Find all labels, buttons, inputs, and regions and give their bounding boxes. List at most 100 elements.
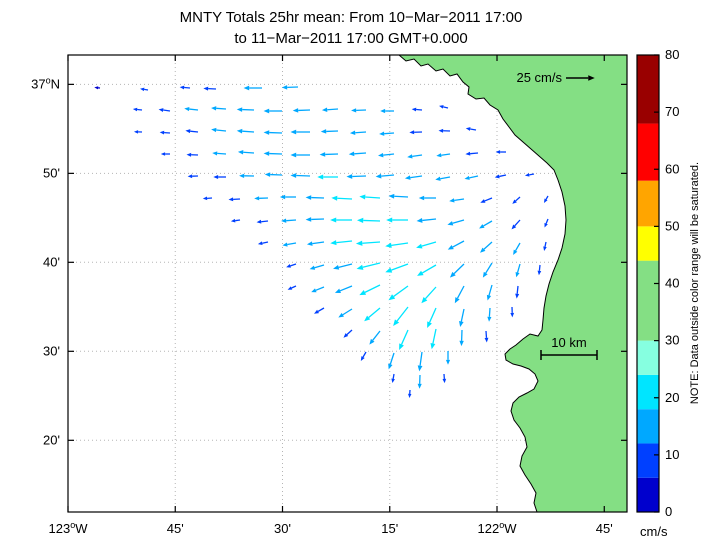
current-vector-head [263, 151, 270, 156]
current-vector-head [494, 174, 500, 179]
current-vector [359, 194, 381, 200]
current-vector [407, 389, 412, 399]
current-vector-shaft [421, 264, 437, 274]
current-vector-head [185, 129, 191, 134]
current-vector-shaft [488, 307, 491, 317]
current-vector-head [230, 218, 236, 223]
colorbar-tick-label: 30 [665, 333, 679, 348]
current-vector-head [330, 240, 337, 246]
current-vector-shaft [287, 242, 297, 246]
current-vector-shaft [235, 219, 241, 222]
current-vector [236, 128, 255, 134]
current-vector [159, 130, 171, 135]
current-vector-head [254, 196, 260, 201]
current-vector-head [140, 87, 145, 92]
current-vector-head [311, 288, 317, 293]
current-vector-shaft [515, 196, 521, 202]
current-vector-shaft [337, 197, 353, 200]
current-vector-head [364, 315, 371, 322]
y-tick-label: 40' [43, 254, 60, 269]
current-vector-head [213, 174, 219, 180]
current-vector-head [338, 312, 344, 318]
land-layer [397, 54, 628, 513]
current-vector [236, 107, 255, 112]
current-vector [228, 197, 241, 202]
current-vector-shaft [144, 88, 149, 91]
current-vector-head [459, 340, 464, 347]
current-vector-head [351, 108, 357, 113]
current-vector-head [416, 218, 423, 223]
current-vector [160, 152, 170, 156]
current-vector-head [159, 130, 165, 135]
current-vector [369, 330, 381, 345]
x-tick-label: 30' [274, 521, 291, 536]
current-vector [404, 175, 423, 180]
current-vector [417, 374, 422, 389]
current-vector-head [286, 264, 291, 268]
current-vector-head [359, 290, 367, 296]
y-tick-label: 37oN [31, 75, 60, 91]
current-vector [132, 107, 143, 112]
current-vector-shaft [262, 241, 269, 244]
current-vector [388, 285, 409, 301]
current-vector-head [479, 224, 485, 229]
colorbar-segment [637, 477, 659, 512]
current-vector-head [281, 85, 288, 90]
current-vector [281, 218, 297, 223]
current-vector [409, 130, 423, 135]
current-vector [346, 174, 367, 179]
current-vector [454, 285, 465, 304]
current-vector-head [348, 151, 355, 157]
current-vector [364, 307, 381, 322]
colorbar-segment [637, 443, 659, 478]
current-vector-head [256, 219, 262, 224]
current-vector [187, 174, 199, 179]
tick-label-rest: W [504, 521, 517, 536]
current-vector-head [418, 195, 425, 201]
current-vector-head [319, 152, 326, 157]
current-vector-head [436, 153, 442, 158]
current-vector [543, 195, 549, 203]
current-vector [417, 351, 423, 372]
current-vector [447, 240, 465, 250]
current-vector-shaft [469, 175, 479, 179]
current-vector-head [320, 129, 327, 134]
colorbar-segment [637, 55, 659, 124]
current-vector-head [282, 242, 288, 247]
reference-arrow-head [588, 75, 595, 81]
current-vector [133, 130, 143, 134]
y-tick-label: 30' [43, 343, 60, 358]
current-vector-head [377, 152, 384, 158]
current-vector-shaft [315, 286, 325, 291]
current-vector-shaft [216, 129, 227, 132]
current-vector-head [287, 286, 293, 290]
current-vector [411, 107, 423, 112]
current-vector-shaft [441, 153, 451, 156]
current-vector [320, 129, 339, 134]
current-vector-shaft [290, 263, 297, 267]
current-vector-head [228, 197, 234, 202]
current-vector [386, 217, 408, 223]
current-vector-head [359, 194, 366, 200]
current-vector [256, 219, 269, 224]
current-vector-shaft [355, 131, 367, 134]
current-vector [254, 196, 269, 201]
current-vector-shaft [538, 264, 541, 271]
current-vector [512, 196, 521, 204]
colorbar-tick-label: 20 [665, 390, 679, 405]
current-vector-shaft [354, 152, 367, 155]
x-tick-label: 15' [381, 521, 398, 536]
chart-title-line1: MNTY Totals 25hr mean: From 10−Mar−2011 … [180, 9, 523, 26]
current-vector-shaft [545, 218, 549, 224]
current-vector-shaft [452, 240, 465, 248]
current-vector [263, 151, 283, 156]
current-vector-head [203, 86, 209, 91]
current-vector-head [465, 127, 471, 131]
colorbar-segment [637, 180, 659, 227]
current-vector-shaft [216, 107, 227, 110]
current-vector-head [544, 222, 548, 228]
current-vector-head [515, 271, 520, 278]
current-vector [436, 153, 451, 158]
current-vector [357, 217, 381, 224]
